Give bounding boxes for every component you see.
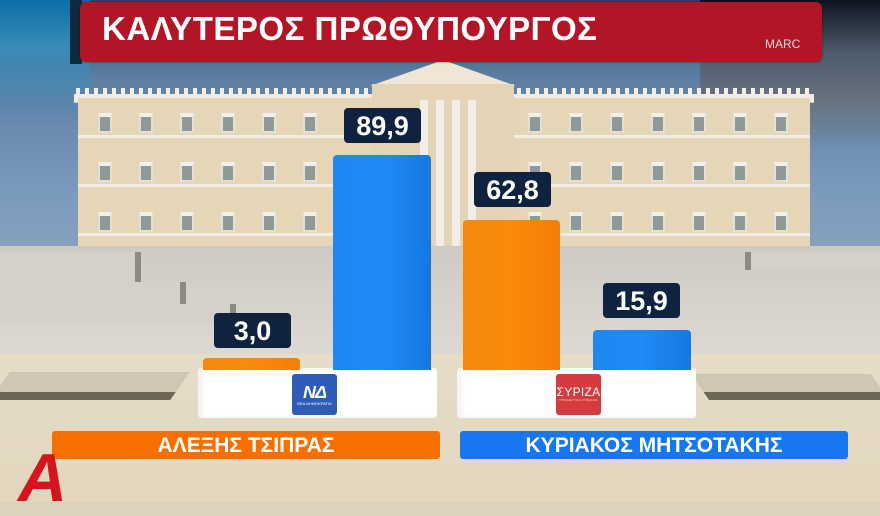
ground-slab (0, 372, 190, 400)
step (0, 304, 236, 324)
bar-syriza-tsipras (463, 220, 560, 370)
legend-mitsotakis: ΚΥΡΙΑΚΟΣ ΜΗΤΣΟΤΑΚΗΣ (460, 431, 848, 459)
header-accent (70, 0, 82, 64)
nd-logo-text: ΝΔ (302, 381, 327, 402)
bar-syriza-mitsotakis (593, 330, 691, 370)
bar-nd-mitsotakis (333, 155, 431, 370)
header-banner (80, 2, 822, 62)
step (0, 282, 186, 304)
legend-tsipras: ΑΛΕΞΗΣ ΤΣΙΠΡΑΣ (52, 431, 440, 459)
value-label-syriza-tsipras: 62,8 (474, 172, 551, 207)
chart-title: ΚΑΛΥΤΕΡΟΣ ΠΡΩΘΥΠΟΥΡΓΟΣ (102, 10, 598, 47)
syriza-logo-text: ΣΥΡΙΖΑ (556, 385, 601, 399)
value-label-nd-mitsotakis: 89,9 (344, 108, 421, 143)
step (0, 252, 141, 282)
syriza-logo-icon: ΣΥΡΙΖΑ ΠΡΟΟΔΕΥΤΙΚΗ ΣΥΜΜΑΧΙΑ (556, 374, 601, 415)
bar-nd-tsipras (203, 358, 300, 370)
nd-logo-icon: ΝΔ ΝΕΑ ΔΗΜΟΚΡΑΤΙΑ (292, 374, 337, 415)
step (745, 252, 880, 270)
value-label-nd-tsipras: 3,0 (214, 313, 291, 348)
ground-slab (690, 374, 880, 400)
syriza-logo-subtext: ΠΡΟΟΔΕΥΤΙΚΗ ΣΥΜΜΑΧΙΑ (559, 398, 598, 402)
building-pediment (370, 60, 516, 86)
value-label-syriza-mitsotakis: 15,9 (603, 283, 680, 318)
nd-logo-subtext: ΝΕΑ ΔΗΜΟΚΡΑΤΙΑ (297, 400, 332, 406)
alpha-channel-logo-icon: Α (18, 440, 68, 516)
chart-source: MARC (765, 37, 801, 51)
